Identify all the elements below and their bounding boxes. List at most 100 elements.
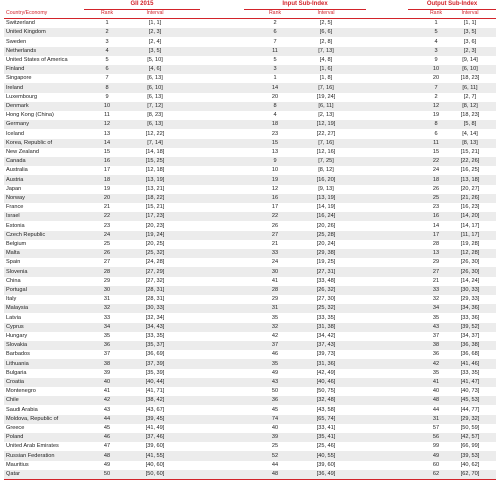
interval: [50, 59]	[460, 424, 480, 431]
country: Singapore	[6, 75, 32, 82]
rank: 46	[271, 351, 279, 358]
interval: [44, 77]	[460, 406, 480, 413]
interval: [33, 35]	[460, 369, 480, 376]
interval: [20, 23]	[145, 222, 165, 229]
rank: 14	[103, 139, 111, 146]
rank: 24	[432, 167, 440, 174]
rank: 34	[432, 305, 440, 312]
country: Germany	[6, 121, 30, 128]
interval: [20, 24]	[316, 240, 336, 247]
interval: [13, 19]	[316, 194, 336, 201]
interval: [27, 30]	[316, 296, 336, 303]
country: Denmark	[6, 102, 29, 109]
rank: 33	[271, 250, 279, 257]
rank: 24	[271, 259, 279, 266]
country: United Arab Emirates	[6, 443, 59, 450]
interval: [33, 35]	[316, 314, 336, 321]
country: United States of America	[6, 56, 68, 63]
interval: [4, 14]	[462, 130, 478, 137]
group-rule	[244, 8, 366, 10]
rank-header: Rank	[268, 10, 282, 16]
interval: [15, 21]	[460, 148, 480, 155]
row-stripe	[4, 83, 496, 93]
group-title: Output Sub-Index	[426, 1, 478, 7]
interval: [3, 5]	[148, 47, 162, 54]
country: Netherlands	[6, 47, 37, 54]
interval: [50, 60]	[145, 470, 165, 477]
row-stripe	[4, 267, 496, 277]
country: Sweden	[6, 38, 27, 45]
rank: 42	[432, 360, 440, 367]
interval: [32, 48]	[316, 397, 336, 404]
rank: 15	[432, 148, 440, 155]
rank: 31	[271, 305, 279, 312]
rank: 14	[432, 222, 440, 229]
rank: 22	[271, 213, 279, 220]
interval: [12, 18]	[145, 167, 165, 174]
interval: [37, 43]	[316, 342, 336, 349]
group-rule	[408, 8, 496, 10]
interval: [25, 32]	[316, 305, 336, 312]
interval: [11, 17]	[460, 231, 480, 238]
group-title: GII 2015	[130, 1, 154, 7]
rank: 40	[271, 424, 279, 431]
rank: 33	[103, 314, 111, 321]
country: Lithuania	[6, 360, 29, 367]
rank: 17	[271, 204, 279, 211]
country: Malaysia	[6, 305, 29, 312]
rank: 31	[103, 296, 111, 303]
rank: 8	[434, 121, 438, 128]
rank: 43	[271, 378, 279, 385]
rank: 3	[273, 66, 277, 73]
country: New Zealand	[6, 148, 39, 155]
interval: [66, 99]	[460, 443, 480, 450]
interval: [37, 39]	[145, 360, 165, 367]
row-stripe	[4, 138, 496, 148]
interval: [40, 46]	[316, 378, 336, 385]
interval: [22, 26]	[460, 158, 480, 165]
interval: [1, 8]	[319, 75, 333, 82]
interval: [8, 12]	[462, 102, 478, 109]
rank: 38	[432, 342, 440, 349]
interval: [2, 4]	[148, 38, 162, 45]
country: Norway	[6, 194, 25, 201]
rank: 16	[432, 213, 440, 220]
rank: 25	[271, 443, 279, 450]
row-stripe	[4, 414, 496, 424]
country: Slovenia	[6, 268, 28, 275]
interval: [6, 11]	[462, 84, 478, 91]
row-stripe	[4, 469, 496, 479]
rank: 3	[434, 47, 438, 54]
interval: [7, 14]	[147, 139, 163, 146]
interval: [4, 6]	[148, 66, 162, 73]
interval: [16, 24]	[316, 213, 336, 220]
interval: [34, 36]	[460, 305, 480, 312]
interval: [39, 52]	[460, 323, 480, 330]
interval: [41, 55]	[145, 452, 165, 459]
rank: 57	[432, 424, 440, 431]
row-stripe	[4, 65, 496, 75]
country: Qatar	[6, 470, 20, 477]
country: Russian Federation	[6, 452, 55, 459]
rank: 5	[273, 56, 277, 63]
interval: [2, 8]	[319, 38, 333, 45]
rank: 37	[103, 351, 111, 358]
rank: 47	[103, 443, 111, 450]
rank: 39	[271, 434, 279, 441]
rank: 23	[432, 204, 440, 211]
country: China	[6, 277, 21, 284]
rank: 35	[432, 369, 440, 376]
rank: 21	[271, 240, 279, 247]
rank: 35	[271, 360, 279, 367]
interval: [19, 28]	[460, 240, 480, 247]
rank: 21	[432, 277, 440, 284]
interval: [9, 14]	[462, 56, 478, 63]
interval: [32, 34]	[145, 314, 165, 321]
rank: 45	[271, 406, 279, 413]
rank: 29	[103, 277, 111, 284]
interval: [43, 67]	[145, 406, 165, 413]
interval: [4, 8]	[319, 56, 333, 63]
rank: 9	[434, 56, 438, 63]
rank: 35	[103, 332, 111, 339]
interval: [41, 47]	[460, 378, 480, 385]
